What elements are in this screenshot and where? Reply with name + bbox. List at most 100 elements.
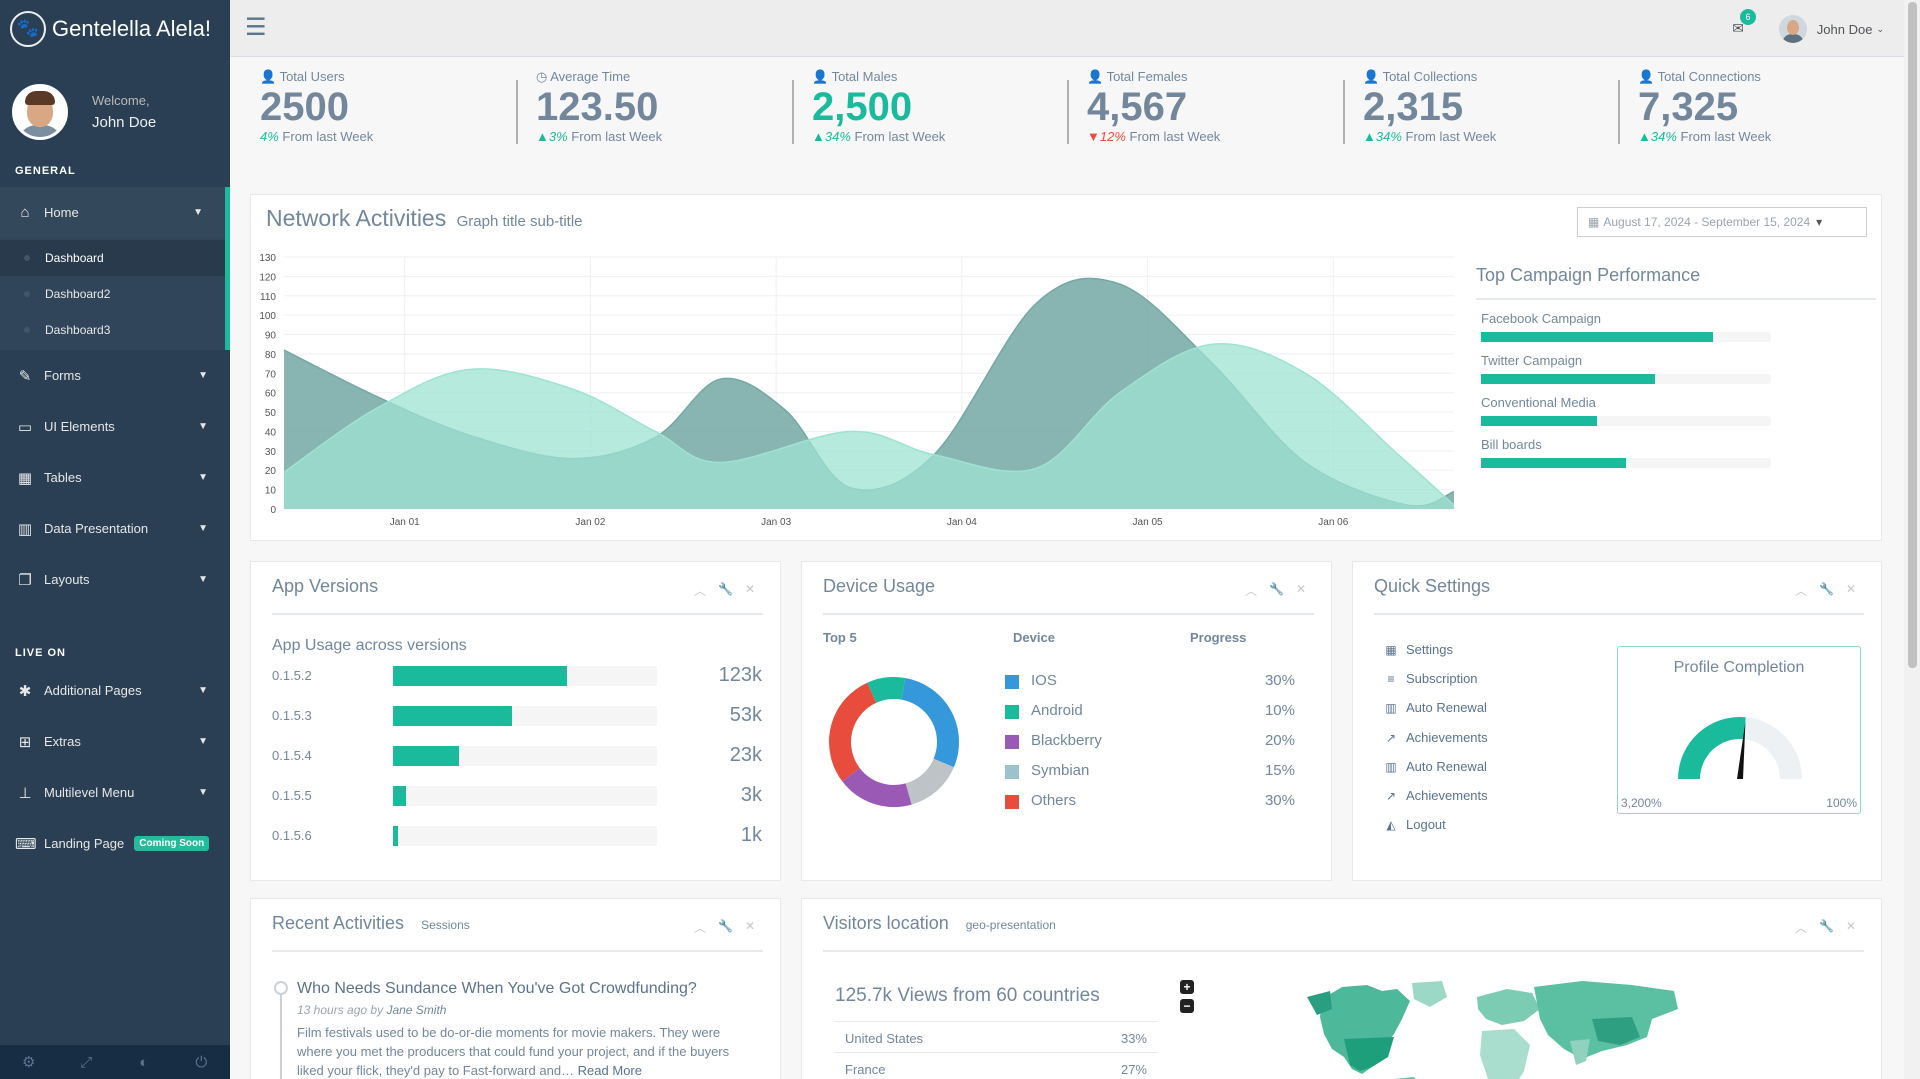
power-icon[interactable]: ⏻ — [195, 1053, 208, 1071]
version-value: 123k — [718, 664, 762, 686]
donut-slice-ios — [900, 677, 959, 768]
divider — [823, 613, 1314, 615]
scrollbar-thumb[interactable] — [1908, 2, 1917, 668]
sidebar-item-home[interactable]: ⌂ Home ▼ — [0, 187, 230, 238]
sidebar-subitem-dashboard2[interactable]: Dashboard2 — [0, 276, 225, 312]
sidebar-item-layouts[interactable]: ❐ Layouts ▼ — [0, 554, 230, 605]
version-progress — [393, 746, 657, 766]
sidebar-item-data-presentation[interactable]: ▥ Data Presentation ▼ — [0, 503, 230, 554]
quick-settings-item[interactable]: ↗ Achievements — [1384, 788, 1488, 803]
chevron-up-icon[interactable]: ︿ — [693, 584, 706, 598]
close-icon[interactable]: ✕ — [744, 582, 755, 596]
user-icon: 👤 — [1638, 69, 1655, 84]
date-range-picker[interactable]: ▦ August 17, 2024 - September 15, 2024 ▾ — [1577, 207, 1867, 237]
campaign-progress — [1481, 332, 1771, 342]
divider — [792, 80, 794, 144]
mail-count-badge: 6 — [1740, 9, 1756, 25]
tile-pct: 34% — [1650, 129, 1677, 144]
activity-author[interactable]: Jane Smith — [386, 1003, 447, 1017]
tile-total-males: 👤 Total Males 2,500 ▲34% From last Week — [812, 69, 1072, 144]
activity-title[interactable]: Who Needs Sundance When You've Got Crowd… — [297, 980, 697, 997]
version-value: 53k — [729, 704, 762, 726]
chevron-down-icon: ▼ — [198, 370, 208, 381]
device-row: Android 10% — [1005, 702, 1295, 722]
close-icon[interactable]: ✕ — [1295, 582, 1306, 596]
wrench-icon[interactable]: 🔧 — [717, 919, 733, 933]
y-tick-label: 100 — [259, 311, 276, 322]
campaign-item: Bill boards — [1481, 437, 1876, 468]
divider — [272, 950, 763, 952]
device-donut-chart — [829, 677, 959, 807]
sidebar-item-landing-page[interactable]: ⌨ Landing Page Coming Soon — [0, 818, 230, 869]
sidebar-subitem-dashboard3[interactable]: Dashboard3 — [0, 312, 225, 348]
sidebar-subitem-dashboard[interactable]: Dashboard — [0, 240, 225, 276]
sort-desc-icon: ▼ — [1087, 129, 1100, 144]
version-progress — [393, 826, 657, 846]
date-range-text: August 17, 2024 - September 15, 2024 — [1603, 215, 1811, 229]
sidebar-item-extras[interactable]: ⊞ Extras ▼ — [0, 716, 230, 767]
panel-title: App Versions — [272, 576, 379, 596]
item-label: Subscription — [1406, 671, 1478, 686]
sidebar-item-additional-pages[interactable]: ✱ Additional Pages ▼ — [0, 665, 230, 716]
brand[interactable]: 🐾 Gentelella Alela! — [0, 0, 230, 57]
device-name: Symbian — [1031, 762, 1090, 779]
eye-slash-icon[interactable]: ◐ — [139, 1053, 149, 1071]
windows-icon: ⊞ — [18, 733, 32, 751]
divider — [1374, 613, 1864, 615]
close-icon[interactable]: ✕ — [1845, 919, 1856, 933]
sidebar-item-multilevel-menu[interactable]: ⊥ Multilevel Menu ▼ — [0, 767, 230, 818]
device-pct: 30% — [1264, 792, 1295, 809]
map-zoom-in-button[interactable]: + — [1180, 980, 1194, 994]
quick-settings-item[interactable]: ▥ Auto Renewal — [1384, 700, 1487, 715]
quick-settings-item[interactable]: ≡ Subscription — [1384, 671, 1478, 686]
chevron-up-icon[interactable]: ︿ — [693, 921, 706, 935]
page-scrollbar[interactable] — [1904, 0, 1920, 1079]
gauge-track — [1743, 717, 1802, 779]
version-progress — [393, 666, 657, 686]
bar-chart-icon: ▥ — [17, 520, 33, 538]
world-map[interactable] — [1302, 979, 1682, 1079]
campaign-item: Facebook Campaign — [1481, 311, 1876, 342]
user-menu[interactable]: John Doe ⌄ — [1778, 15, 1884, 43]
tile-pct: 12% — [1099, 129, 1126, 144]
sidebar-item-forms[interactable]: ✎ Forms ▼ — [0, 350, 230, 401]
close-icon[interactable]: ✕ — [744, 919, 755, 933]
chevron-up-icon[interactable]: ︿ — [1794, 584, 1807, 598]
close-icon[interactable]: ✕ — [1845, 582, 1856, 596]
quick-settings-item[interactable]: ◭ Logout — [1384, 817, 1445, 832]
gauge-max: 100% — [1826, 796, 1857, 810]
version-label: 0.1.5.2 — [272, 668, 312, 683]
chevron-up-icon[interactable]: ︿ — [1794, 921, 1807, 935]
quick-settings-item[interactable]: ↗ Achievements — [1384, 730, 1488, 745]
donut-slice-others — [829, 682, 877, 782]
campaign-item: Twitter Campaign — [1481, 353, 1876, 384]
tile-total-users: 👤 Total Users 2500 4% From last Week — [260, 69, 520, 144]
country-pct: 27% — [1120, 1062, 1147, 1077]
clock-icon: ◷ — [536, 69, 548, 84]
sidebar-item-tables[interactable]: ▦ Tables ▼ — [0, 452, 230, 503]
sidebar-footer: ⚙ ⤢ ◐ ⏻ — [0, 1045, 230, 1079]
gear-icon[interactable]: ⚙ — [22, 1054, 36, 1071]
chevron-up-icon[interactable]: ︿ — [1244, 584, 1257, 598]
wrench-icon[interactable]: 🔧 — [717, 582, 733, 596]
quick-settings-item[interactable]: ▦ Settings — [1384, 642, 1453, 657]
sidebar-item-label: Forms — [44, 368, 81, 383]
sidebar-item-label: Layouts — [44, 572, 90, 587]
campaign-progress — [1481, 458, 1771, 468]
wrench-icon[interactable]: 🔧 — [1818, 582, 1834, 596]
donut-slice-symbian — [905, 758, 954, 805]
quick-settings-item[interactable]: ▥ Auto Renewal — [1384, 759, 1487, 774]
quick-settings-panel: Quick Settings ︿ 🔧 ✕ ▦ Settings ≡ Subscripti… — [1352, 561, 1882, 881]
sidebar-item-ui-elements[interactable]: ▭ UI Elements ▼ — [0, 401, 230, 452]
wrench-icon[interactable]: 🔧 — [1818, 919, 1834, 933]
column-header: Device — [1013, 630, 1055, 645]
read-more-link[interactable]: Read More — [577, 1063, 642, 1078]
map-zoom-out-button[interactable]: − — [1180, 999, 1194, 1013]
wrench-icon[interactable]: 🔧 — [1268, 582, 1284, 596]
menu-toggle-icon[interactable]: ☰ — [245, 14, 267, 41]
chevron-down-icon: ▼ — [193, 207, 203, 218]
envelope-icon[interactable]: ✉ — [1732, 20, 1744, 36]
fullscreen-icon[interactable]: ⤢ — [80, 1053, 93, 1071]
chevron-down-icon: ▼ — [198, 685, 208, 696]
map-usa — [1344, 1037, 1394, 1071]
